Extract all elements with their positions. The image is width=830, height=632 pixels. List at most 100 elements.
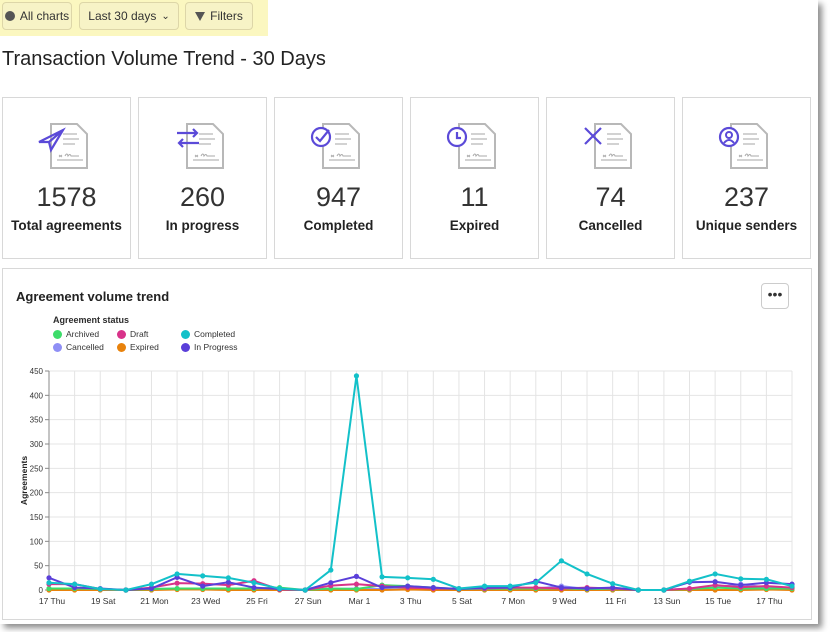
x-tick-label: 9 Wed xyxy=(552,596,577,606)
filter-icon xyxy=(195,11,206,21)
x-tick-label: 13 Sun xyxy=(653,596,680,606)
y-tick-label: 50 xyxy=(34,562,43,571)
x-tick-label: 3 Thu xyxy=(400,596,422,606)
legend-swatch xyxy=(181,329,190,339)
legend-item[interactable]: Draft xyxy=(117,329,148,339)
data-point xyxy=(148,585,155,592)
stat-label: Cancelled xyxy=(578,218,643,233)
y-tick-label: 450 xyxy=(30,367,44,376)
legend-swatch xyxy=(53,329,62,339)
legend-label: Draft xyxy=(130,329,149,339)
stat-value: 1578 xyxy=(36,182,97,212)
x-tick-label: 17 Thu xyxy=(756,596,783,606)
data-point xyxy=(225,575,231,581)
legend-label: Cancelled xyxy=(66,342,104,352)
globe-icon xyxy=(4,11,15,21)
y-tick-label: 100 xyxy=(30,537,44,546)
data-point xyxy=(610,584,616,591)
date-range-dropdown[interactable]: Last 30 days ⌄ xyxy=(79,2,179,30)
volume-trend-panel: Agreement volume trend ••• Agreement sta… xyxy=(2,268,812,620)
data-point xyxy=(251,584,257,591)
y-tick-label: 350 xyxy=(30,416,44,425)
data-point xyxy=(200,573,206,579)
stat-value: 11 xyxy=(460,182,489,212)
all-charts-button[interactable]: All charts xyxy=(2,2,72,30)
all-charts-label: All charts xyxy=(19,9,70,23)
x-tick-label: 11 Fri xyxy=(605,596,626,606)
data-point xyxy=(46,585,52,592)
data-point xyxy=(533,580,539,586)
data-point xyxy=(174,585,180,592)
data-point xyxy=(738,576,744,582)
data-point xyxy=(558,558,565,564)
stat-label: Expired xyxy=(449,218,500,233)
x-tick-label: 17 Thu xyxy=(39,596,66,606)
data-point xyxy=(123,587,129,593)
filters-button[interactable]: Filters xyxy=(185,2,253,30)
legend-item[interactable]: In Progress xyxy=(181,342,237,352)
data-point xyxy=(379,574,385,580)
stat-card[interactable]: 74 Cancelled xyxy=(546,97,675,259)
data-point xyxy=(686,578,693,584)
legend-label: Archived xyxy=(66,329,100,339)
legend-label: Completed xyxy=(194,329,236,339)
data-point xyxy=(712,579,718,585)
panel-title: Agreement volume trend xyxy=(16,289,170,304)
series-line-draft xyxy=(49,579,793,592)
data-point xyxy=(276,585,283,592)
legend-title: Agreement status xyxy=(53,315,130,325)
stat-card[interactable]: 260 In progress xyxy=(138,97,267,259)
x-tick-label: 5 Sat xyxy=(452,596,472,606)
y-tick-label: 300 xyxy=(30,440,44,449)
legend-item[interactable]: Expired xyxy=(117,342,159,352)
legend-item[interactable]: Cancelled xyxy=(53,342,104,352)
y-tick-label: 150 xyxy=(30,513,44,522)
data-point xyxy=(430,584,436,591)
stat-value: 74 xyxy=(595,182,626,212)
data-point xyxy=(174,580,180,586)
legend-swatch xyxy=(117,342,126,352)
stat-card[interactable]: 1578 Total agreements xyxy=(2,97,131,259)
chevron-down-icon: ⌄ xyxy=(161,10,170,22)
series-line-completed xyxy=(48,375,793,592)
data-point xyxy=(328,580,334,586)
x-tick-label: 7 Mon xyxy=(501,596,525,606)
data-point xyxy=(302,587,308,593)
stat-label: Total agreements xyxy=(11,218,122,233)
legend-item[interactable]: Archived xyxy=(53,329,99,339)
stat-card[interactable]: 11 Expired xyxy=(410,97,539,259)
legend-item[interactable]: Completed xyxy=(181,329,235,339)
data-point xyxy=(661,587,667,593)
data-point xyxy=(353,573,360,579)
data-point xyxy=(789,583,795,589)
data-point xyxy=(533,584,539,591)
toolbar: All charts Last 30 days ⌄ Filters xyxy=(0,0,268,36)
data-point xyxy=(353,373,360,379)
page-title: Transaction Volume Trend - 30 Days xyxy=(2,48,326,70)
window: All charts Last 30 days ⌄ Filters Transa… xyxy=(0,0,812,620)
data-point xyxy=(712,571,718,577)
data-point xyxy=(328,567,334,573)
filters-label: Filters xyxy=(210,9,243,23)
legend-swatch xyxy=(53,342,62,352)
date-range-label: Last 30 days xyxy=(88,9,157,23)
stat-label: Completed xyxy=(303,218,374,233)
x-tick-label: 23 Wed xyxy=(191,596,220,606)
line-chart: 0 50 100 150 200 250 300 350 400 450 Agreements 17 … xyxy=(19,367,795,606)
stat-value: 947 xyxy=(315,182,362,212)
stat-card[interactable]: 237 Unique senders xyxy=(682,97,811,259)
stat-label: In progress xyxy=(165,218,240,233)
data-point xyxy=(46,580,52,586)
x-tick-label: 27 Sun xyxy=(295,596,322,606)
x-tick-label: 19 Sat xyxy=(91,596,116,606)
stat-card[interactable]: 947 Completed xyxy=(274,97,403,259)
data-point xyxy=(405,583,411,589)
more-options-button[interactable]: ••• xyxy=(761,283,789,309)
data-point xyxy=(584,571,590,577)
stat-label: Unique senders xyxy=(695,218,798,233)
x-icon xyxy=(584,123,632,169)
data-point xyxy=(430,576,436,582)
y-tick-label: 400 xyxy=(30,391,44,400)
data-point xyxy=(379,584,385,591)
y-tick-label: 200 xyxy=(30,489,44,498)
